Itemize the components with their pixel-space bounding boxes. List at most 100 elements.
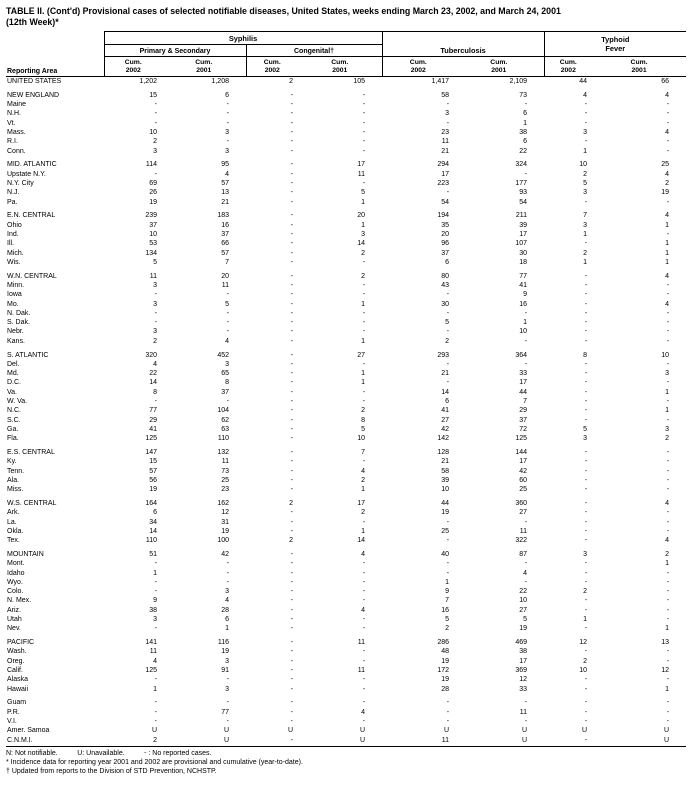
value-cell: - bbox=[362, 309, 366, 317]
value-cell: - bbox=[584, 476, 588, 484]
value-cell: 16 bbox=[221, 221, 229, 229]
value-cell: 37 bbox=[221, 388, 229, 396]
value-cell: - bbox=[666, 588, 670, 596]
value-cell: 31 bbox=[221, 518, 229, 526]
value-cell: 42 bbox=[441, 425, 450, 433]
value-cell: 21 bbox=[441, 147, 450, 155]
value-cell: - bbox=[446, 189, 450, 197]
value-cell: - bbox=[584, 319, 588, 327]
value-cell: 3 bbox=[583, 435, 588, 443]
value-cell: - bbox=[290, 128, 293, 136]
value-cell: 10 bbox=[149, 128, 157, 136]
value-cell: 41 bbox=[441, 407, 450, 415]
value-cell: - bbox=[666, 110, 670, 118]
value-cell: 322 bbox=[515, 537, 528, 545]
value-cell: 62 bbox=[221, 416, 229, 424]
value-cell: 77 bbox=[149, 407, 157, 415]
value-cell: 38 bbox=[519, 128, 528, 136]
table-row: Nev. - 1 - - 2 19 - 1 bbox=[6, 624, 686, 633]
value-cell: 20 bbox=[357, 212, 366, 220]
value-cell: - bbox=[584, 198, 588, 206]
value-cell: 73 bbox=[519, 91, 528, 99]
table-row: NEW ENGLAND 15 6 - - 58 73 4 4 bbox=[6, 86, 686, 100]
value-cell: - bbox=[584, 398, 588, 405]
value-cell: - bbox=[226, 309, 229, 317]
table-row: Wash. 11 19 - - 48 38 - - bbox=[6, 647, 686, 656]
value-cell: - bbox=[290, 161, 293, 169]
value-cell: 30 bbox=[441, 300, 450, 308]
table-row: MOUNTAIN 51 42 - 4 40 87 3 2 bbox=[6, 545, 686, 559]
value-cell: 66 bbox=[221, 240, 229, 248]
area-cell: Calif. bbox=[7, 667, 23, 675]
value-cell: - bbox=[290, 230, 293, 238]
value-cell: - bbox=[226, 578, 229, 586]
value-cell: 2 bbox=[665, 435, 670, 443]
value-cell: 3 bbox=[445, 110, 450, 118]
area-cell: R.I. bbox=[7, 138, 18, 146]
area-cell: S. ATLANTIC bbox=[7, 351, 49, 359]
value-cell: - bbox=[362, 291, 366, 299]
value-cell: 57 bbox=[149, 467, 157, 475]
value-cell: - bbox=[290, 300, 293, 308]
value-cell: - bbox=[362, 518, 366, 526]
value-cell: 43 bbox=[441, 281, 450, 289]
value-cell: - bbox=[666, 448, 670, 456]
value-cell: - bbox=[666, 699, 670, 707]
value-cell: 364 bbox=[515, 351, 528, 359]
value-cell: 293 bbox=[437, 351, 450, 359]
value-cell: 6 bbox=[445, 258, 450, 266]
value-cell: - bbox=[290, 509, 293, 517]
value-cell: - bbox=[362, 676, 366, 684]
value-cell: - bbox=[524, 337, 528, 345]
value-cell: - bbox=[584, 699, 588, 707]
value-cell: - bbox=[154, 708, 157, 716]
value-cell: - bbox=[290, 616, 293, 624]
value-cell: 4 bbox=[665, 170, 670, 178]
value-cell: 77 bbox=[519, 272, 528, 280]
table-row: Hawaii 1 3 - - 28 33 - 1 bbox=[6, 685, 686, 694]
area-cell: N.J. bbox=[7, 189, 20, 197]
value-cell: 54 bbox=[441, 198, 450, 206]
value-cell: - bbox=[584, 110, 588, 118]
value-cell: 44 bbox=[579, 78, 588, 85]
value-cell: 2 bbox=[583, 588, 588, 596]
value-cell: 57 bbox=[221, 179, 229, 187]
value-cell: - bbox=[584, 676, 588, 684]
value-cell: - bbox=[362, 328, 366, 336]
table-row: N.H. - - - - 3 6 - - bbox=[6, 109, 686, 118]
value-cell: - bbox=[290, 212, 293, 220]
value-cell: 125 bbox=[145, 435, 157, 443]
area-cell: N.Y. City bbox=[7, 179, 34, 187]
value-cell: - bbox=[290, 435, 293, 443]
year-label: 2001 bbox=[332, 67, 348, 74]
value-cell: - bbox=[290, 379, 293, 387]
area-cell: Utah bbox=[7, 616, 22, 624]
value-cell: - bbox=[666, 309, 670, 317]
area-cell: Okla. bbox=[7, 527, 24, 535]
value-cell: 3 bbox=[665, 370, 670, 378]
value-cell: - bbox=[290, 370, 293, 378]
cum-label: Cum. bbox=[331, 59, 349, 66]
value-cell: - bbox=[666, 328, 670, 336]
table-row: N.Y. City 69 57 - - 223 177 5 2 bbox=[6, 179, 686, 188]
value-cell: U bbox=[521, 727, 528, 735]
value-cell: - bbox=[446, 119, 450, 127]
value-cell: - bbox=[524, 699, 528, 707]
value-cell: 294 bbox=[437, 161, 450, 169]
value-cell: 2 bbox=[153, 138, 157, 146]
value-cell: 4 bbox=[665, 91, 670, 99]
area-cell: E.N. CENTRAL bbox=[7, 212, 56, 220]
value-cell: - bbox=[584, 560, 588, 568]
footnote-dagger: † Updated from reports to the Division o… bbox=[6, 767, 217, 775]
value-cell: 51 bbox=[149, 550, 157, 558]
table-row: N.C. 77 104 - 2 41 29 - 1 bbox=[6, 406, 686, 415]
table-title-line2: (12th Week)* bbox=[6, 17, 59, 27]
table-row: Kans. 2 4 - 1 2 - - - bbox=[6, 337, 686, 346]
value-cell: - bbox=[362, 657, 366, 665]
value-cell: 12 bbox=[221, 509, 229, 517]
value-cell: - bbox=[226, 398, 229, 405]
value-cell: - bbox=[154, 676, 157, 684]
value-cell: 10 bbox=[579, 161, 588, 169]
value-cell: 12 bbox=[661, 667, 670, 675]
value-cell: 2 bbox=[665, 179, 670, 187]
